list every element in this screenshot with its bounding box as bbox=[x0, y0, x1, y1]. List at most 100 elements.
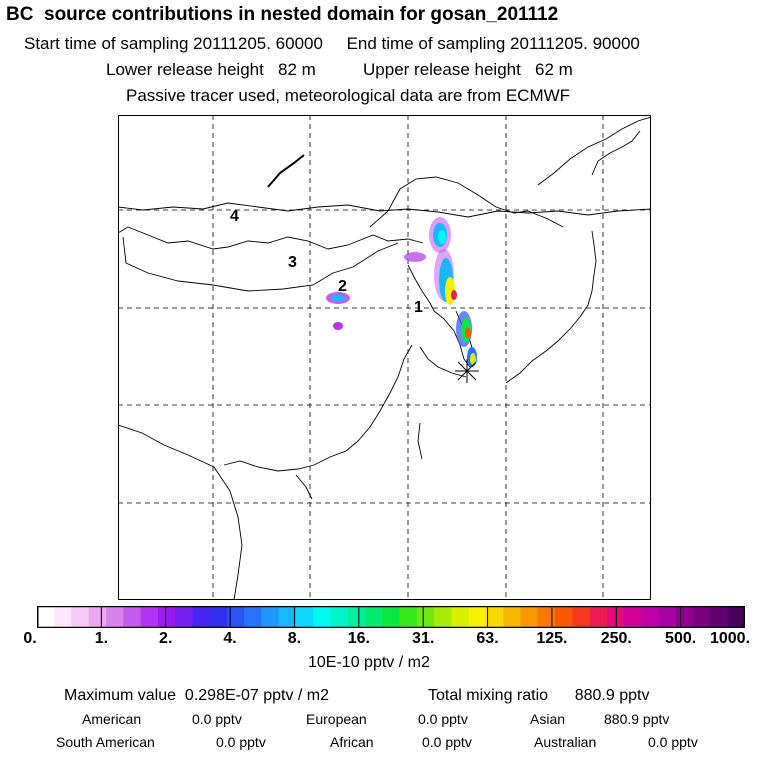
colorbar-swatch bbox=[710, 606, 729, 628]
source-region-value: 0.0 pptv bbox=[422, 734, 472, 750]
lake-baikal bbox=[267, 154, 305, 188]
colorbar-tick-label: 1000. bbox=[709, 630, 751, 647]
plume-blob bbox=[438, 230, 446, 244]
sakhalin-coast bbox=[591, 130, 641, 176]
colorbar-swatch bbox=[675, 606, 694, 628]
colorbar-tick-label: 250. bbox=[600, 630, 632, 647]
colorbar-tick-label: 125. bbox=[536, 630, 568, 647]
source-region-label: European bbox=[306, 711, 367, 727]
colorbar-swatch bbox=[278, 606, 297, 628]
map-frame bbox=[118, 115, 651, 600]
coastline bbox=[223, 344, 413, 472]
colorbar-swatch bbox=[727, 606, 745, 628]
colorbar-swatch bbox=[503, 606, 522, 628]
release-height-line: Lower release height 82 m Upper release … bbox=[106, 60, 573, 79]
colorbar-swatch bbox=[106, 606, 124, 628]
colorbar-swatch bbox=[330, 606, 349, 628]
colorbar-swatch bbox=[209, 606, 228, 628]
colorbar-swatch bbox=[261, 606, 280, 628]
receptor-marker bbox=[455, 359, 479, 383]
colorbar-swatch bbox=[399, 606, 418, 628]
map-panel: 4 3 2 1 bbox=[118, 115, 651, 600]
colorbar-swatch bbox=[589, 606, 608, 628]
colorbar-tick-label: 63. bbox=[476, 630, 499, 647]
region-label-2: 2 bbox=[338, 278, 347, 295]
plume-blob bbox=[470, 353, 476, 365]
source-region-label: South American bbox=[56, 734, 155, 750]
colorbar-unit-label: 10E-10 pptv / m2 bbox=[308, 654, 430, 671]
source-region-value: 880.9 pptv bbox=[604, 711, 670, 727]
region-label-4: 4 bbox=[230, 208, 239, 225]
colorbar-swatch bbox=[313, 606, 332, 628]
region-label-3: 3 bbox=[288, 254, 297, 271]
colorbar-tick-label: 0. bbox=[23, 630, 37, 647]
coastline bbox=[419, 346, 467, 378]
colorbar-swatch bbox=[71, 606, 90, 628]
colorbar-swatch bbox=[382, 606, 401, 628]
colorbar-swatch bbox=[192, 606, 211, 628]
plume-blob bbox=[331, 294, 345, 302]
coastline bbox=[407, 264, 475, 368]
colorbar-swatch bbox=[451, 606, 470, 628]
source-region-value: 0.0 pptv bbox=[418, 711, 468, 727]
plume-blob bbox=[465, 328, 471, 338]
colorbar-swatch bbox=[226, 606, 245, 628]
colorbar-swatch bbox=[520, 606, 539, 628]
source-region-label: Australian bbox=[534, 734, 597, 750]
colorbar bbox=[37, 606, 745, 628]
source-region-label: African bbox=[330, 734, 374, 750]
colorbar-tick-label: 31. bbox=[412, 630, 435, 647]
colorbar-swatch bbox=[572, 606, 591, 628]
maximum-value: Maximum value 0.298E-07 pptv / m2 bbox=[64, 687, 330, 704]
region-boundary bbox=[122, 236, 399, 292]
colorbar-swatch bbox=[347, 606, 366, 628]
plume-blob bbox=[404, 252, 426, 262]
colorbar-swatch bbox=[434, 606, 452, 628]
tracer-plume bbox=[326, 217, 477, 367]
colorbar-swatch bbox=[641, 606, 660, 628]
colorbar-frame bbox=[37, 606, 745, 628]
tracer-info-line: Passive tracer used, meteorological data… bbox=[126, 86, 571, 105]
colorbar-swatch bbox=[606, 606, 625, 628]
colorbar-swatch bbox=[37, 606, 55, 628]
taiwan-coast bbox=[417, 422, 423, 460]
colorbar-swatch bbox=[175, 606, 193, 628]
colorbar-swatch bbox=[88, 606, 107, 628]
colorbar-tick-label: 4. bbox=[223, 630, 237, 647]
colorbar-tick-label: 8. bbox=[287, 630, 302, 647]
colorbar-tick-label: 1. bbox=[94, 630, 109, 647]
colorbar-swatch bbox=[693, 606, 711, 628]
colorbar-swatch bbox=[296, 606, 314, 628]
source-region-value: 0.0 pptv bbox=[216, 734, 266, 750]
colorbar-swatch bbox=[468, 606, 487, 628]
total-mixing-ratio: Total mixing ratio 880.9 pptv bbox=[428, 687, 650, 704]
colorbar-tick-label: 2. bbox=[159, 630, 173, 647]
coastlines-borders bbox=[118, 116, 651, 600]
map-grid bbox=[118, 115, 651, 600]
region-label-1: 1 bbox=[414, 299, 423, 316]
colorbar-swatch bbox=[244, 606, 262, 628]
colorbar-tick-label: 16. bbox=[347, 630, 370, 647]
coastline bbox=[537, 116, 651, 186]
country-border bbox=[369, 176, 564, 228]
source-region-value: 0.0 pptv bbox=[192, 711, 242, 727]
source-region-label: Asian bbox=[530, 711, 566, 727]
coastline bbox=[295, 474, 313, 500]
plume-blob bbox=[333, 322, 343, 330]
colorbar-swatch bbox=[365, 606, 383, 628]
coastline bbox=[118, 424, 243, 600]
plot-title: BC source contributions in nested domain… bbox=[6, 4, 559, 25]
source-region-value: 0.0 pptv bbox=[648, 734, 698, 750]
colorbar-swatch bbox=[555, 606, 573, 628]
sampling-time-line: Start time of sampling 20111205. 60000 E… bbox=[24, 34, 640, 53]
japan-coast bbox=[505, 230, 597, 384]
region-boundary bbox=[118, 226, 424, 250]
colorbar-swatch bbox=[537, 606, 556, 628]
colorbar-swatch bbox=[658, 606, 677, 628]
colorbar-swatch bbox=[54, 606, 73, 628]
colorbar-tick-label: 500. bbox=[665, 630, 697, 647]
colorbar-swatch bbox=[140, 606, 159, 628]
colorbar-swatch bbox=[416, 606, 435, 628]
colorbar-swatch bbox=[485, 606, 504, 628]
source-region-label: American bbox=[82, 711, 142, 727]
